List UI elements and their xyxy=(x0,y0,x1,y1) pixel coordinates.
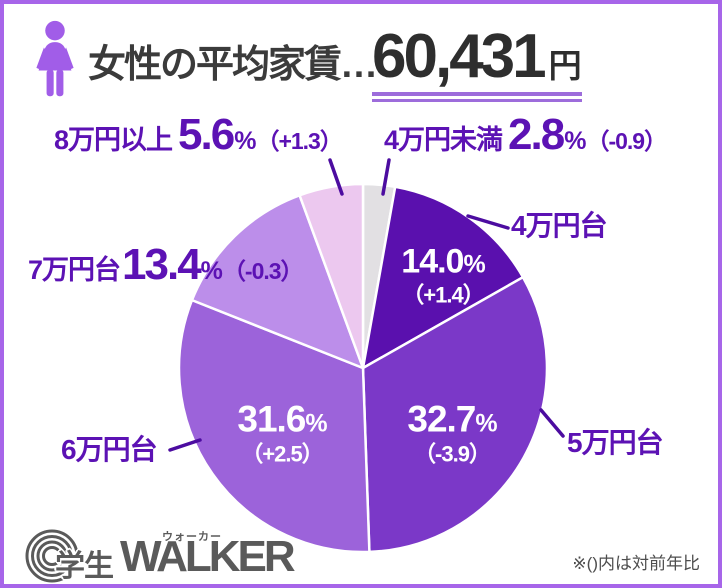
page-title: 女性の平均家賃… xyxy=(88,44,378,86)
callout-6man: 6万円台 xyxy=(61,428,158,468)
callout-4man-name: 4万円台 xyxy=(511,210,608,241)
percent-sign: % xyxy=(200,257,223,285)
underline-thin xyxy=(372,99,582,102)
callout-8man-delta: （+1.3） xyxy=(256,128,342,154)
amount-value: 60,431 xyxy=(372,22,547,91)
callout-7man: 7万円台 13.4 % （-0.3） xyxy=(28,240,304,290)
leader-line-5man xyxy=(539,408,565,438)
slice-5man-pct: 32.7 xyxy=(407,398,476,440)
slice-label-4man: 14.0% （+1.4） xyxy=(401,241,485,308)
pie-slice-5万円台 xyxy=(361,275,549,554)
percent-sign: % xyxy=(234,127,257,155)
percent-sign: % xyxy=(305,409,327,438)
callout-7man-name: 7万円台 xyxy=(28,255,121,285)
pie-slice-7万円台 xyxy=(190,194,365,370)
callout-under4-pct: 2.8 xyxy=(508,110,565,159)
logo-walker-text: WALKER xyxy=(120,532,296,581)
gakusei-walker-logo: 学生 ウォーカー WALKER xyxy=(24,524,296,584)
callout-5man: 5万円台 xyxy=(567,421,664,461)
pie-slice-6万円台 xyxy=(177,298,371,554)
logo-walker: ウォーカー WALKER xyxy=(120,524,296,584)
amount-unit: 円 xyxy=(548,47,582,84)
logo-kana-text: ウォーカー xyxy=(162,531,222,543)
logo-arcs-icon xyxy=(25,529,79,583)
callout-8man-pct: 5.6 xyxy=(178,110,235,159)
leader-line-4man xyxy=(466,214,510,230)
percent-sign: % xyxy=(564,127,587,155)
callout-7man-delta: （-0.3） xyxy=(222,258,304,284)
slice-6man-delta: （+2.5） xyxy=(241,442,323,467)
footnote: ※()内は対前年比 xyxy=(572,554,700,573)
slice-label-5man: 32.7% （-3.9） xyxy=(407,398,497,469)
callout-8man-name: 8万円以上 xyxy=(54,125,173,155)
average-rent-amount: 60,431 円 xyxy=(372,26,582,102)
callout-7man-pct: 13.4 xyxy=(122,240,202,289)
slice-label-6man: 31.6% （+2.5） xyxy=(237,398,327,469)
leader-line-under4 xyxy=(381,158,391,196)
leader-lines xyxy=(168,158,565,452)
callout-4man: 4万円台 xyxy=(511,204,608,244)
callout-under4-name: 4万円未満 xyxy=(384,125,503,155)
callout-5man-name: 5万円台 xyxy=(567,427,664,458)
pie-chart xyxy=(177,182,549,554)
logo-gakusei-text: 学生 xyxy=(55,550,114,583)
underline-thick xyxy=(372,92,582,96)
pie-chart-svg xyxy=(168,158,565,554)
slice-6man-pct: 31.6 xyxy=(237,398,306,440)
slice-5man-delta: （-3.9） xyxy=(414,442,491,467)
leader-line-8man xyxy=(328,158,344,196)
percent-sign: % xyxy=(475,409,497,438)
callout-8man: 8万円以上 5.6 % （+1.3） xyxy=(54,110,343,160)
leader-line-6man xyxy=(168,438,202,452)
percent-sign: % xyxy=(463,250,485,279)
slice-4man-pct: 14.0 xyxy=(401,242,464,281)
pie-slice-8万円以上 xyxy=(298,182,365,370)
female-icon xyxy=(36,20,74,97)
callout-6man-name: 6万円台 xyxy=(61,434,158,465)
slice-4man-delta: （+1.4） xyxy=(402,282,484,308)
callout-under4: 4万円未満 2.8 % （-0.9） xyxy=(384,110,667,160)
callout-under4-delta: （-0.9） xyxy=(586,128,667,154)
